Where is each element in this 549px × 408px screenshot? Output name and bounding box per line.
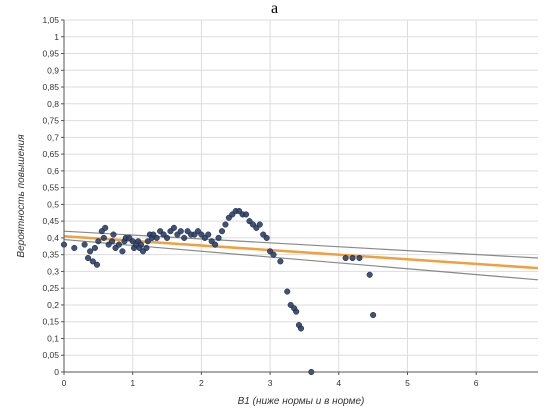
x-tick-labels: 0 1 2 3 4 5 6	[62, 372, 479, 388]
y-tick-label: 0,6	[47, 166, 59, 176]
data-point	[170, 224, 177, 231]
data-point	[256, 221, 263, 228]
data-point	[71, 244, 78, 252]
y-tick-label: 0,5	[47, 199, 59, 209]
data-point	[177, 228, 184, 235]
data-point	[284, 288, 291, 295]
upper-confidence-line	[63, 230, 539, 259]
data-point	[110, 231, 117, 238]
y-tick-label: 0,3	[47, 266, 59, 276]
x-tick-label: 3	[268, 378, 273, 388]
data-point	[143, 244, 150, 252]
y-tick-label: 0,25	[42, 283, 59, 293]
data-point	[263, 234, 270, 241]
data-point	[109, 238, 116, 245]
data-point	[181, 234, 188, 241]
y-tick-label: 0,05	[42, 350, 59, 360]
data-point	[84, 254, 92, 262]
data-point	[102, 224, 109, 231]
y-tick-label: 0,55	[42, 183, 59, 193]
panel-label: a	[270, 0, 279, 17]
data-point	[218, 228, 226, 235]
data-point	[270, 251, 277, 258]
y-tick-label: 0	[54, 367, 59, 377]
y-tick-label: 0,8	[47, 99, 59, 109]
y-tick-label: 0,2	[47, 300, 59, 310]
x-tick-label: 0	[62, 378, 67, 388]
data-point	[100, 234, 107, 241]
data-point	[242, 211, 250, 218]
plot-area	[64, 20, 538, 372]
data-point	[89, 258, 96, 265]
x-tick-label: 2	[199, 378, 204, 388]
data-point	[93, 261, 101, 268]
data-point	[119, 248, 126, 255]
data-point	[153, 234, 160, 241]
y-tick-labels: 0 0,05 0,1 0,15 0,2 0,25 0,3 0,35 0,4 0,45 0,5 0,55…	[42, 15, 64, 377]
data-layer	[60, 208, 539, 376]
y-tick-label: 0,15	[42, 317, 59, 327]
y-tick-label: 1	[54, 32, 59, 42]
data-point	[87, 248, 94, 255]
data-point	[277, 258, 284, 265]
data-point	[81, 241, 88, 248]
data-point	[349, 254, 356, 262]
data-point	[115, 241, 123, 248]
data-point	[215, 234, 222, 241]
data-point	[205, 231, 212, 238]
y-tick-label: 0,65	[42, 149, 59, 159]
y-tick-label: 0,95	[42, 49, 59, 59]
y-tick-label: 0,85	[42, 82, 59, 92]
y-tick-label: 0,1	[47, 333, 59, 343]
y-tick-label: 0,45	[42, 216, 59, 226]
data-point	[212, 241, 219, 248]
data-point	[91, 244, 98, 252]
x-tick-label: 5	[405, 378, 410, 388]
data-point	[144, 238, 151, 245]
data-point	[137, 241, 144, 248]
data-point	[366, 271, 373, 278]
data-point	[297, 325, 305, 332]
x-axis-title: B1 (ниже нормы и в норме)	[238, 396, 365, 407]
data-point	[222, 221, 229, 228]
y-tick-label: 0,9	[47, 65, 59, 75]
data-point	[356, 254, 363, 262]
data-point	[342, 254, 349, 262]
regression-line	[63, 234, 539, 270]
grid	[64, 19, 538, 372]
y-tick-label: 0,35	[42, 250, 59, 260]
x-tick-label: 6	[474, 378, 479, 388]
data-point	[163, 234, 171, 241]
data-point	[370, 311, 377, 319]
y-tick-label: 1,05	[42, 15, 59, 25]
y-tick-label: 0,75	[42, 116, 59, 126]
y-axis-title: Вероятность повышения	[16, 134, 27, 258]
y-tick-label: 0,7	[47, 132, 59, 142]
data-point	[293, 308, 300, 315]
data-point	[95, 238, 102, 245]
y-tick-label: 0,4	[47, 233, 59, 243]
x-tick-label: 4	[336, 378, 341, 388]
x-tick-label: 1	[130, 378, 135, 388]
